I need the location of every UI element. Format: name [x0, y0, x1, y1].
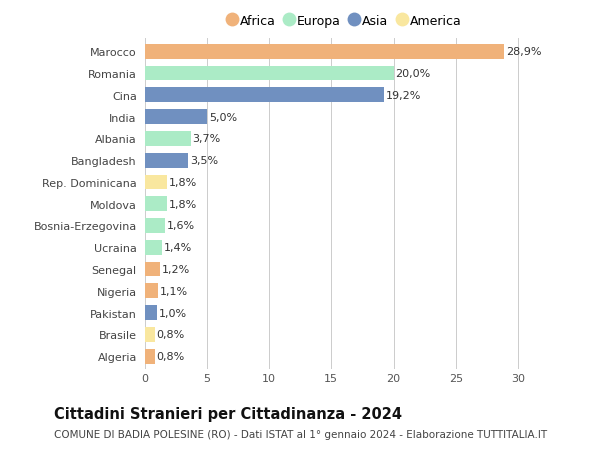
Bar: [145, 306, 157, 320]
Bar: [145, 218, 164, 233]
Text: 1,1%: 1,1%: [160, 286, 188, 296]
Text: 1,2%: 1,2%: [161, 264, 190, 274]
Text: COMUNE DI BADIA POLESINE (RO) - Dati ISTAT al 1° gennaio 2024 - Elaborazione TUT: COMUNE DI BADIA POLESINE (RO) - Dati IST…: [54, 429, 547, 439]
Bar: [145, 132, 191, 146]
Text: 19,2%: 19,2%: [385, 90, 421, 101]
Bar: [145, 349, 155, 364]
Bar: [145, 88, 383, 103]
Text: 20,0%: 20,0%: [395, 69, 431, 79]
Bar: [145, 45, 504, 60]
Bar: [145, 153, 188, 168]
Text: 1,8%: 1,8%: [169, 178, 197, 188]
Bar: [145, 327, 155, 342]
Legend: Africa, Europa, Asia, America: Africa, Europa, Asia, America: [226, 12, 464, 30]
Bar: [145, 67, 394, 81]
Bar: [145, 241, 162, 255]
Bar: [145, 175, 167, 190]
Text: Cittadini Stranieri per Cittadinanza - 2024: Cittadini Stranieri per Cittadinanza - 2…: [54, 406, 402, 421]
Bar: [145, 110, 207, 125]
Text: 0,8%: 0,8%: [157, 352, 185, 361]
Text: 3,5%: 3,5%: [190, 156, 218, 166]
Text: 5,0%: 5,0%: [209, 112, 237, 122]
Text: 1,8%: 1,8%: [169, 199, 197, 209]
Text: 1,4%: 1,4%: [164, 243, 192, 253]
Text: 1,6%: 1,6%: [167, 221, 194, 231]
Bar: [145, 284, 158, 299]
Text: 1,0%: 1,0%: [159, 308, 187, 318]
Text: 3,7%: 3,7%: [193, 134, 221, 144]
Text: 28,9%: 28,9%: [506, 47, 542, 57]
Bar: [145, 262, 160, 277]
Bar: [145, 197, 167, 212]
Text: 0,8%: 0,8%: [157, 330, 185, 340]
